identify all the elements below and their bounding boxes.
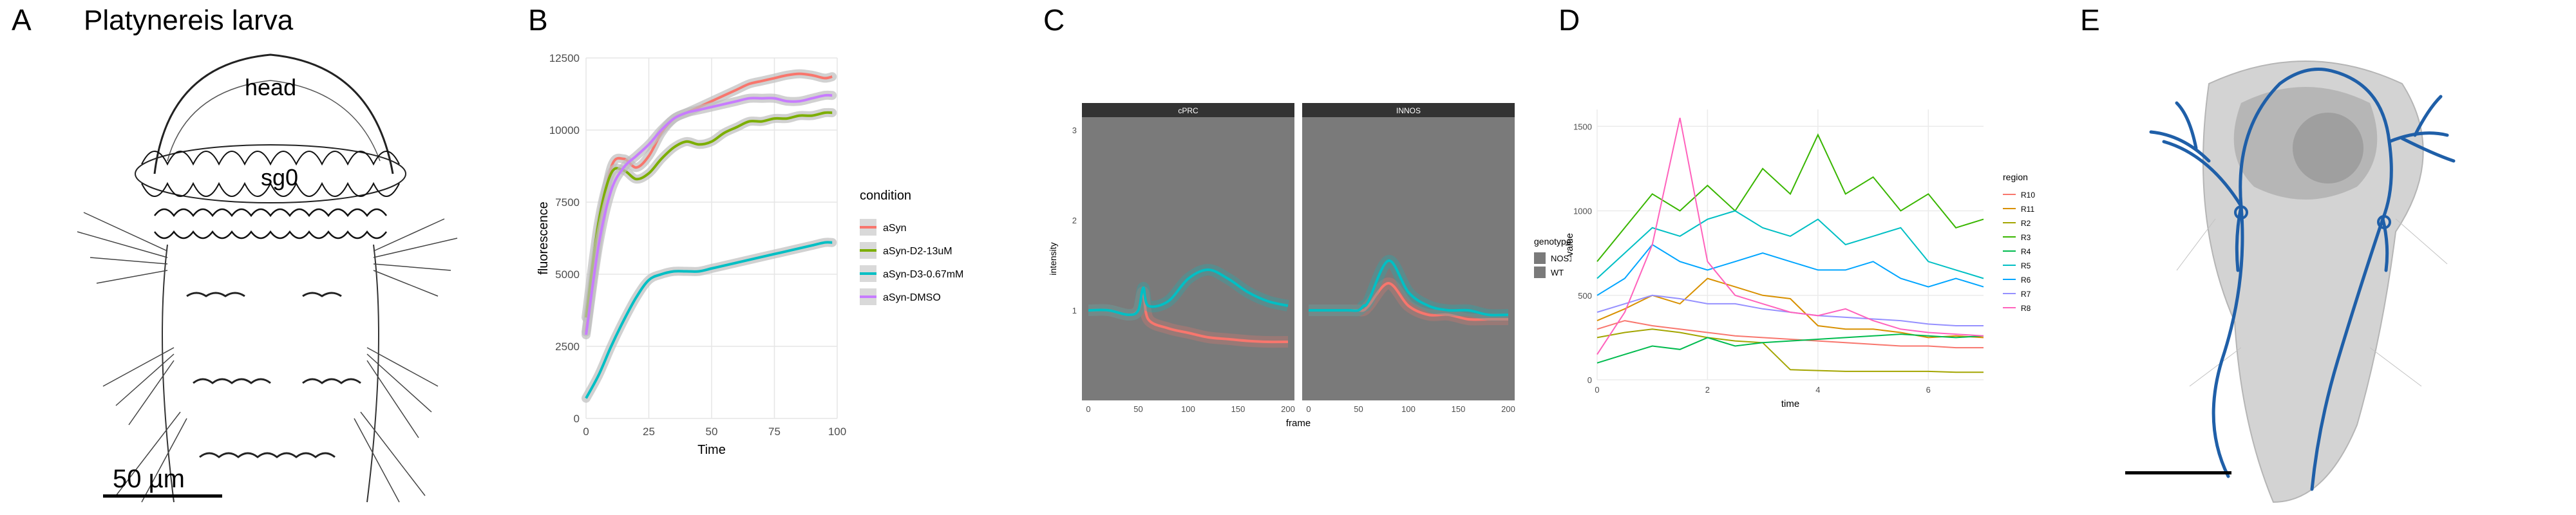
x-tick-label: 50: [1354, 404, 1363, 414]
x-tick-label: 200: [1501, 404, 1515, 414]
x-tick-label: 6: [1926, 385, 1931, 395]
label-head: head: [245, 74, 297, 100]
legend-label: R8: [2021, 304, 2031, 313]
mean-trace: [1309, 259, 1509, 317]
y-tick-label: 5000: [555, 268, 580, 281]
series-line: [1596, 117, 1984, 355]
larva-neuron-reconstruction: [2149, 61, 2456, 503]
legend-label: WT: [1551, 268, 1564, 277]
x-axis-label: time: [1781, 398, 1799, 409]
legend-label: NOS11: [1551, 254, 1571, 263]
x-tick-label: 0: [1306, 404, 1311, 414]
legend-title: region: [2003, 172, 2028, 182]
x-tick-label: 4: [1815, 385, 1820, 395]
series-line: [585, 241, 833, 399]
facet-strip: [1302, 103, 1515, 117]
y-tick-label: 0: [574, 413, 580, 425]
legend-label: R11: [2021, 205, 2034, 214]
legend-title: genotype: [1534, 236, 1571, 247]
platynereis-larva-drawing: [77, 53, 458, 503]
legend-title: condition: [860, 189, 911, 203]
y-tick-label: 2500: [555, 341, 580, 353]
facet-strip: [1082, 103, 1294, 117]
mean-trace: [1088, 268, 1289, 317]
facet-panel: [1082, 117, 1294, 400]
y-tick-label: 3: [1072, 126, 1077, 135]
label-sg0: sg0: [261, 164, 299, 191]
series-line: [1596, 328, 1984, 373]
scale-bar: [103, 494, 222, 498]
chart-region-values: 0 500 1000 1500 0 2 4 6 time value region R10 R11 R2 R…: [1564, 109, 2035, 409]
legend-label: aSyn-D3-0.67mM: [883, 269, 963, 280]
facet-label: INNOS: [1396, 106, 1421, 115]
panel-letter-a: A: [12, 3, 32, 37]
legend-label: R6: [2021, 276, 2031, 285]
x-tick-label: 100: [1181, 404, 1195, 414]
y-tick-label: 7500: [555, 196, 580, 209]
chart-fluorescence-over-time: 0 2500 5000 7500 10000 12500 0 25 50 75 100 Time flu…: [536, 52, 963, 457]
y-tick-label: 0: [1587, 375, 1592, 385]
legend-label: aSyn: [883, 223, 906, 234]
x-tick-label: 50: [706, 426, 718, 438]
legend-label: R4: [2021, 247, 2031, 256]
x-tick-label: 200: [1281, 404, 1295, 414]
y-axis-label: intensity: [1048, 242, 1058, 275]
series-line: [1596, 320, 1984, 349]
legend-key: [1534, 267, 1546, 278]
panel-letter-c: C: [1043, 3, 1065, 37]
y-axis-label: fluorescence: [536, 201, 551, 274]
x-axis-label: frame: [1286, 418, 1311, 429]
chart-intensity-by-frame: cPRC 0 50 100 150 200 INNOS 0 50 100 150 200 1 2 3 fram…: [1048, 103, 1571, 429]
series-line: [585, 93, 833, 335]
x-tick-label: 0: [1595, 385, 1599, 395]
legend-label: R3: [2021, 233, 2031, 242]
x-tick-label: 25: [643, 426, 655, 438]
x-tick-label: 100: [1401, 404, 1416, 414]
series-line: [1596, 243, 1984, 296]
series-line: [1596, 294, 1984, 326]
panel-letter-b: B: [528, 3, 548, 37]
series-line: [1596, 333, 1984, 364]
y-tick-label: 2: [1072, 216, 1077, 225]
x-tick-label: 0: [583, 426, 589, 438]
scale-bar-e: [2125, 471, 2231, 474]
y-tick-label: 1500: [1573, 122, 1592, 131]
panel-letter-d: D: [1558, 3, 1580, 37]
series-line: [585, 72, 833, 332]
series-line: [585, 111, 833, 318]
x-tick-label: 150: [1231, 404, 1245, 414]
x-tick-label: 75: [768, 426, 781, 438]
legend-label: R10: [2021, 191, 2035, 200]
facet-panel: [1302, 117, 1515, 400]
y-tick-label: 1000: [1573, 207, 1592, 216]
legend-key: [1534, 252, 1546, 264]
x-tick-label: 150: [1452, 404, 1466, 414]
x-tick-label: 0: [1086, 404, 1090, 414]
legend-label: R2: [2021, 219, 2031, 228]
y-tick-label: 1: [1072, 306, 1077, 315]
facet-label: cPRC: [1178, 106, 1198, 115]
legend-label: aSyn-DMSO: [883, 292, 941, 303]
y-axis-label: value: [1564, 233, 1575, 256]
x-tick-label: 100: [828, 426, 846, 438]
panel-letter-e: E: [2080, 3, 2100, 37]
scale-bar-label: 50 µm: [113, 465, 185, 493]
confidence-band: [582, 90, 837, 340]
x-axis-label: Time: [697, 443, 726, 457]
series-line: [1596, 133, 1984, 262]
legend-label: aSyn-D2-13uM: [883, 246, 952, 257]
y-tick-label: 10000: [549, 124, 580, 136]
x-tick-label: 2: [1705, 385, 1710, 395]
x-tick-label: 50: [1133, 404, 1142, 414]
series-line: [1596, 277, 1984, 339]
series-line: [1596, 210, 1984, 279]
y-tick-label: 12500: [549, 52, 580, 64]
legend-label: R5: [2021, 261, 2031, 270]
panel-a-title: Platynereis larva: [84, 5, 294, 36]
y-tick-label: 500: [1578, 291, 1592, 301]
legend-label: R7: [2021, 290, 2031, 299]
